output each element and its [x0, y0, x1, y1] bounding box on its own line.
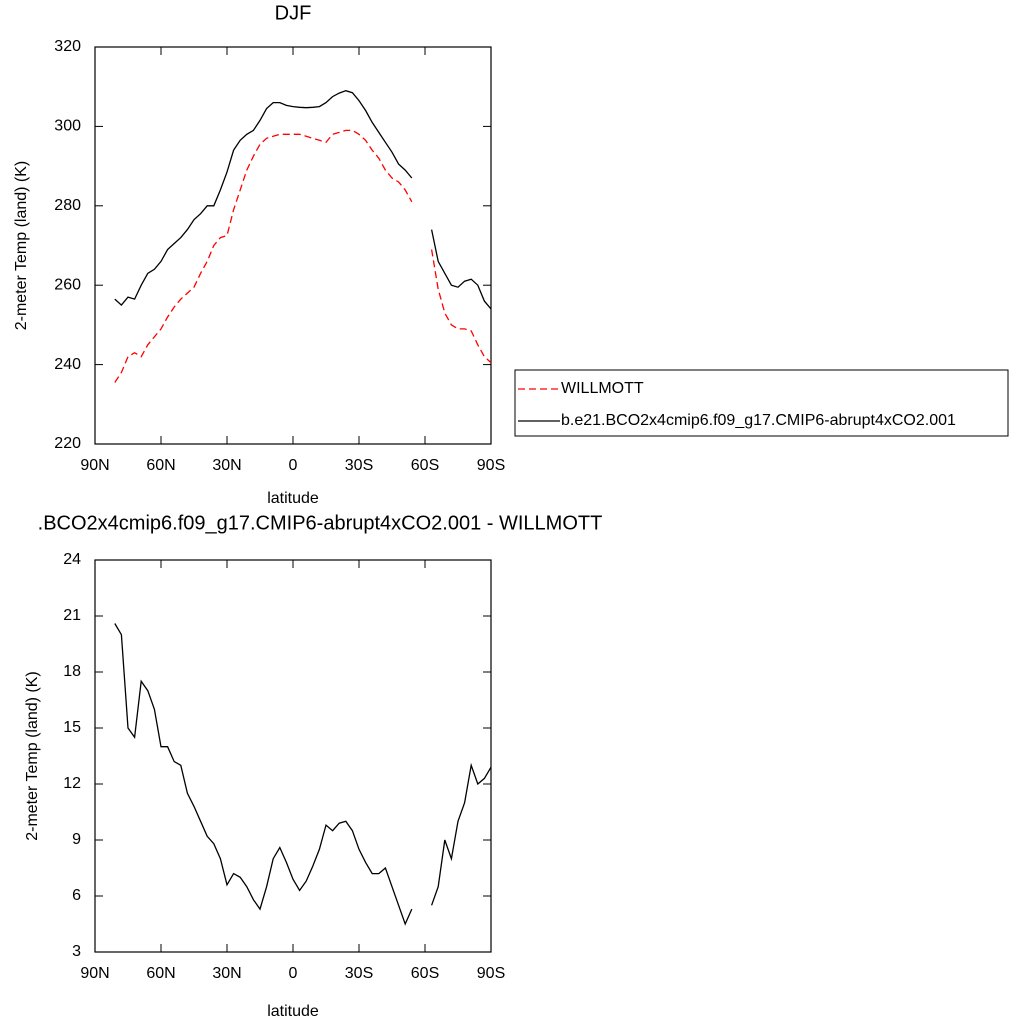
x-tick-label: 60N: [146, 457, 175, 474]
y-tick-label: 9: [72, 831, 81, 848]
x-tick-label: 30N: [212, 457, 241, 474]
y-tick-label: 21: [63, 607, 81, 624]
x-axis-label: latitude: [267, 1003, 319, 1020]
x-tick-label: 90S: [477, 457, 505, 474]
y-tick-label: 320: [54, 38, 81, 55]
plot-frame: [94, 559, 492, 953]
chart-title: .BCO2x4cmip6.f09_g17.CMIP6-abrupt4xCO2.0…: [38, 512, 603, 534]
x-tick-label: 60S: [411, 965, 439, 982]
y-tick-label: 260: [54, 276, 81, 293]
x-tick-label: 60S: [411, 457, 439, 474]
x-tick-label: 90N: [80, 457, 109, 474]
legend-label: WILLMOTT: [561, 380, 644, 397]
x-tick-label: 30S: [345, 457, 373, 474]
x-tick-label: 30S: [345, 965, 373, 982]
x-tick-label: 90N: [80, 965, 109, 982]
y-tick-label: 280: [54, 197, 81, 214]
y-tick-label: 12: [63, 775, 81, 792]
y-axis-label: 2-meter Temp (land) (K): [13, 161, 30, 331]
y-tick-label: 220: [54, 435, 81, 452]
y-tick-label: 15: [63, 719, 81, 736]
y-tick-label: 18: [63, 663, 81, 680]
y-tick-label: 240: [54, 356, 81, 373]
x-tick-label: 0: [289, 965, 298, 982]
y-tick-label: 6: [72, 887, 81, 904]
x-tick-label: 90S: [477, 965, 505, 982]
chart-title: DJF: [275, 2, 312, 24]
plot-frame: [94, 46, 492, 445]
y-tick-label: 3: [72, 943, 81, 960]
line: [114, 129, 492, 383]
x-tick-label: 30N: [212, 965, 241, 982]
legend-box: [514, 369, 1009, 437]
x-tick-label: 60N: [146, 965, 175, 982]
line: [114, 90, 492, 310]
x-tick-label: 0: [289, 457, 298, 474]
y-tick-label: 24: [63, 551, 81, 568]
y-tick-label: 300: [54, 118, 81, 135]
y-axis-label: 2-meter Temp (land) (K): [24, 671, 41, 841]
x-axis-label: latitude: [267, 490, 319, 507]
line: [114, 623, 492, 926]
legend-label: b.e21.BCO2x4cmip6.f09_g17.CMIP6-abrupt4x…: [561, 412, 956, 429]
